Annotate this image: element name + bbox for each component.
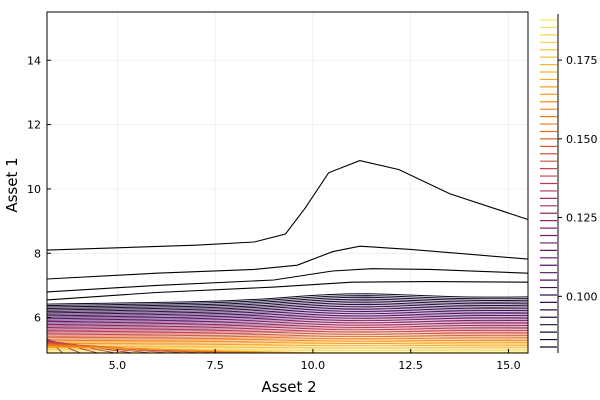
contour-fan-line: [46, 346, 327, 354]
contour-lines: [46, 160, 529, 301]
contour-band: [46, 293, 529, 305]
contour-band: [46, 303, 529, 314]
contour-band: [46, 330, 529, 336]
contour-band: [46, 312, 529, 321]
x-axis-label: Asset 2: [261, 378, 316, 396]
contour-bands: [46, 293, 529, 354]
contour-band: [46, 328, 529, 334]
x-tick-label: 15.0: [496, 359, 521, 372]
contour-line: [46, 281, 529, 301]
contour-band: [46, 323, 529, 330]
contour-band: [46, 321, 529, 328]
contour-band: [47, 344, 529, 347]
plot-frame: [46, 11, 529, 354]
x-axis-ticks: 5.0 7.5 10.0 12.5 15.0: [109, 349, 521, 372]
contour-line: [46, 245, 529, 280]
contour-band: [46, 309, 529, 318]
y-tick-label: 8: [34, 247, 41, 260]
colorbar-tick-label: 0.100: [566, 290, 598, 303]
y-tick-label: 10: [27, 183, 41, 196]
contour-line: [46, 160, 529, 251]
colorbar-tick-label: 0.175: [566, 54, 598, 67]
contour-band: [46, 302, 529, 312]
contour-band: [47, 343, 528, 346]
contour-band: [46, 334, 528, 339]
contour-band: [46, 332, 528, 337]
contour-band: [46, 325, 528, 331]
colorbar: 0.100 0.125 0.150 0.175: [540, 14, 598, 353]
contour-band: [46, 335, 529, 340]
y-tick-label: 6: [34, 312, 41, 325]
x-tick-label: 10.0: [301, 359, 326, 372]
y-tick-label: 14: [27, 54, 41, 67]
contour-band: [46, 326, 529, 333]
contour-band: [46, 341, 528, 345]
y-axis-ticks: 6 8 10 12 14: [27, 54, 51, 325]
contour-band: [46, 316, 529, 324]
y-axis-label: Asset 1: [3, 157, 21, 212]
x-tick-label: 5.0: [109, 359, 127, 372]
contour-line: [46, 268, 529, 293]
contour-band: [47, 339, 528, 343]
x-tick-label: 12.5: [398, 359, 423, 372]
contour-band: [46, 295, 529, 307]
contour-band: [46, 310, 529, 320]
colorbar-tick-label: 0.125: [566, 212, 598, 225]
y-tick-label: 12: [27, 119, 41, 132]
contour-band: [46, 319, 529, 327]
contour-band: [46, 314, 529, 323]
contour-band: [46, 337, 529, 342]
x-tick-label: 7.5: [206, 359, 224, 372]
contour-band: [46, 296, 529, 308]
contour-band: [46, 307, 529, 317]
contour-band: [46, 318, 529, 326]
contour-band: [46, 298, 529, 309]
contour-band: [46, 305, 529, 315]
colorbar-tick-label: 0.150: [566, 133, 598, 146]
contour-band: [46, 300, 529, 311]
